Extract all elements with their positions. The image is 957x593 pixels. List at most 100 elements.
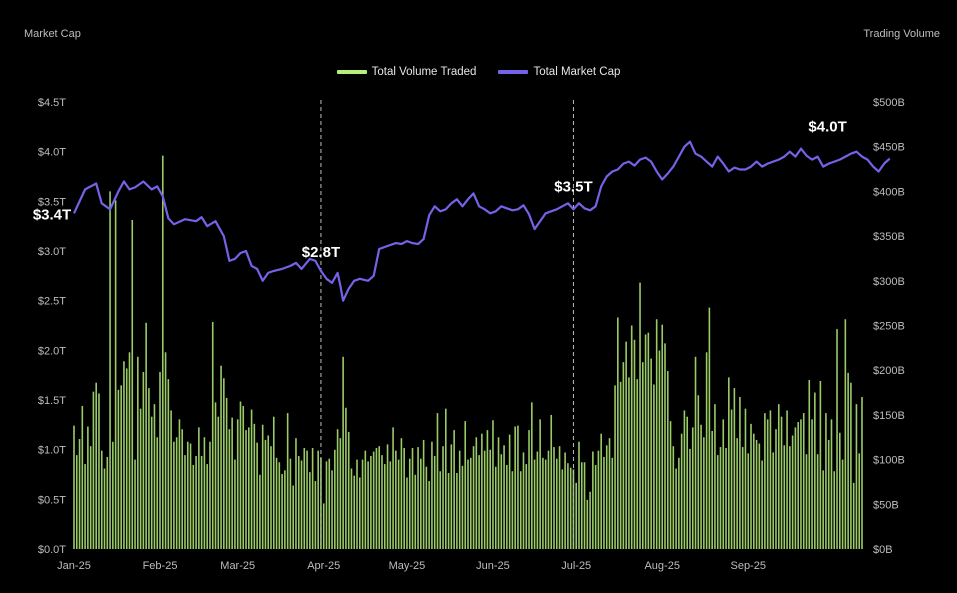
legend-swatch-volume	[336, 70, 367, 74]
volume-bar	[703, 437, 705, 549]
volume-bar	[272, 416, 275, 549]
volume-bar	[336, 429, 339, 549]
volume-bar	[836, 329, 838, 549]
volume-bar	[278, 462, 281, 549]
volume-bar	[439, 471, 442, 549]
volume-bar	[755, 439, 758, 549]
volume-bar	[567, 463, 569, 549]
volume-bar	[483, 450, 486, 549]
volume-bar	[408, 458, 411, 549]
volume-bar	[406, 477, 408, 549]
volume-bar	[248, 427, 250, 549]
volume-bar	[855, 404, 858, 549]
volume-bar	[275, 457, 278, 549]
volume-bar	[469, 457, 472, 549]
volume-bar	[250, 409, 253, 549]
volume-bar	[256, 442, 258, 549]
volume-bar	[81, 405, 84, 549]
volume-bar	[489, 449, 491, 549]
volume-bar	[209, 441, 211, 549]
volume-bar	[447, 473, 450, 549]
legend-item-volume[interactable]: Total Volume Traded	[336, 66, 477, 78]
volume-bar	[87, 426, 89, 549]
volume-bar	[514, 426, 516, 549]
volume-bar	[650, 358, 652, 549]
volume-bar	[134, 459, 136, 549]
volume-bar	[500, 454, 503, 549]
volume-bar	[642, 362, 644, 549]
volume-bar	[561, 469, 564, 549]
volume-bar	[106, 456, 109, 549]
annotations: $3.4T $2.8T $3.5T $4.0T	[33, 119, 847, 261]
volume-bar	[750, 423, 752, 549]
volume-bar	[309, 472, 311, 549]
left-axis-tick: $0.0T	[38, 544, 66, 556]
volume-bar	[203, 437, 206, 549]
volume-bar	[450, 444, 453, 549]
volume-bar	[564, 452, 566, 549]
volume-bar	[839, 432, 841, 549]
right-axis-tick: $500B	[873, 97, 905, 109]
volume-bar	[231, 417, 233, 549]
left-axis-tick: $3.0T	[38, 246, 66, 258]
volume-bar	[497, 437, 500, 549]
volume-bar	[367, 461, 369, 549]
volume-bar	[297, 456, 300, 549]
volume-bar	[506, 464, 508, 549]
volume-bar	[153, 404, 156, 549]
volume-bar	[841, 459, 844, 549]
volume-bar	[619, 381, 622, 549]
volume-bar	[847, 372, 849, 549]
volume-bar	[364, 450, 367, 549]
volume-bar	[852, 482, 855, 549]
volume-bar	[644, 334, 647, 549]
volume-bar	[608, 438, 611, 549]
legend-label-volume: Total Volume Traded	[371, 66, 477, 78]
volume-bar	[553, 447, 555, 549]
volume-bar	[170, 410, 172, 549]
volume-bar	[139, 408, 142, 549]
volume-bar	[436, 413, 439, 549]
volume-bar	[112, 441, 114, 549]
volume-bar	[378, 446, 381, 549]
volume-bar	[120, 385, 122, 549]
volume-bar	[550, 414, 553, 549]
volume-bar	[705, 352, 708, 549]
volume-bar	[253, 423, 256, 549]
volume-bar	[686, 416, 688, 549]
volume-bar	[714, 404, 716, 549]
volume-bar	[822, 470, 824, 549]
volume-bar	[445, 408, 447, 549]
volume-bar	[175, 437, 178, 549]
volume-bar	[639, 282, 641, 549]
volume-bar	[844, 319, 847, 549]
volume-bar	[383, 464, 386, 549]
right-axis-tick: $350B	[873, 231, 905, 243]
x-axis-tick: Aug-25	[644, 560, 679, 572]
volume-bar	[719, 447, 722, 549]
legend-item-market-cap[interactable]: Total Market Cap	[498, 66, 620, 78]
volume-bar	[142, 371, 145, 549]
volume-bar	[259, 474, 261, 549]
volume-bar	[517, 425, 519, 549]
volume-bar	[802, 413, 805, 549]
volume-bar	[730, 409, 733, 549]
volume-bar	[508, 434, 511, 549]
volume-bar	[339, 438, 342, 549]
left-axis-tick: $4.0T	[38, 147, 66, 159]
volume-bar	[156, 437, 159, 549]
x-axis-tick: Jun-25	[476, 560, 510, 572]
volume-bar	[89, 446, 92, 549]
right-axis-tick: $150B	[873, 410, 905, 422]
volume-bar	[148, 388, 150, 549]
volume-bar	[292, 485, 294, 549]
chart-legend: Total Volume Traded Total Market Cap	[0, 66, 957, 78]
volume-bar	[736, 438, 738, 549]
volume-bar	[536, 451, 539, 549]
volume-bar	[814, 392, 816, 549]
volume-bar	[569, 467, 572, 549]
right-axis-tick: $200B	[873, 365, 905, 377]
volume-bar	[711, 430, 713, 549]
left-axis-tick: $3.5T	[38, 196, 66, 208]
volume-bar	[694, 356, 697, 549]
